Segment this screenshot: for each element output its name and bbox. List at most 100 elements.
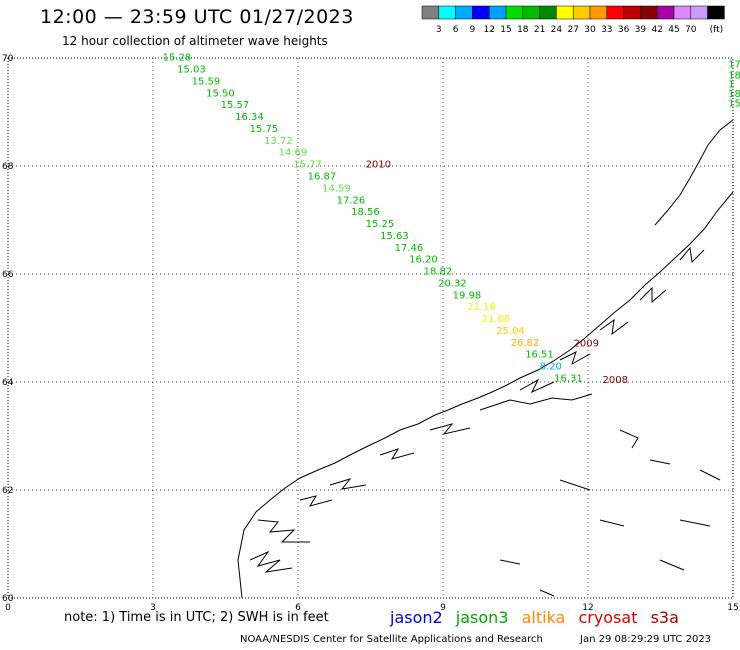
colorbar-tick: 12: [483, 25, 494, 35]
latitude-label: 68: [2, 162, 14, 172]
wave-height-label: 16.34: [235, 112, 264, 123]
color-swatch: [640, 5, 658, 20]
wave-height-label: 18.56: [351, 207, 380, 218]
colorbar-tick: 24: [551, 25, 563, 35]
wave-height-label: 15: [728, 99, 740, 110]
colorbar-tick: 3: [436, 25, 442, 35]
wave-height-label: 15.57: [221, 100, 250, 111]
wave-height-label: 17.0: [728, 60, 740, 71]
wave-height-label: 25.04: [496, 326, 525, 337]
color-swatch: [522, 5, 540, 20]
coastline: [237, 119, 734, 599]
axis-labels: 70 68 66 64 62 600 3 6 9 12 15: [2, 54, 739, 613]
colorbar-tick: 18: [517, 25, 529, 35]
plot-frame: [7, 57, 734, 599]
colorbar-unit: (ft): [710, 25, 724, 35]
longitude-label: 6: [295, 603, 301, 613]
longitude-label: 3: [150, 603, 156, 613]
latitude-label: 70: [2, 54, 14, 64]
color-swatch: [455, 5, 473, 20]
graticule: [8, 58, 733, 598]
colorbar-tick: 45: [668, 25, 679, 35]
color-swatch: [505, 5, 524, 20]
color-swatch: [673, 5, 692, 20]
color-swatch: [606, 5, 624, 20]
wave-height-label: 21.16: [467, 302, 496, 313]
legend-jason3: jason3: [455, 608, 509, 627]
colorbar-tick: 21: [534, 25, 545, 35]
colorbar-tick: 70: [685, 25, 697, 35]
wave-height-label: 18: [728, 89, 740, 100]
wave-height-label: 18.: [728, 71, 740, 82]
wave-height-label: 13.72: [264, 136, 293, 147]
color-swatch: [539, 5, 557, 20]
colorbar-tick: 33: [601, 25, 612, 35]
colorbar-tick: 36: [618, 25, 630, 35]
color-swatch: [488, 5, 507, 20]
color-swatch: [472, 5, 490, 20]
time-label: 2008: [603, 375, 628, 386]
color-swatch: [438, 5, 456, 20]
wave-height-label: 15.03: [177, 65, 206, 76]
map-title: 12:00 — 23:59 UTC 01/27/2023: [40, 6, 354, 28]
wave-height-label: 15.63: [380, 231, 409, 242]
color-swatch: [690, 5, 708, 20]
colorbar-tick: 6: [453, 25, 459, 35]
wave-height-label: 15.50: [206, 88, 235, 99]
longitude-label: 12: [582, 603, 593, 613]
altimeter-track: 15.2815.0315.5915.5015.5716.3415.7513.72…: [163, 53, 583, 385]
color-swatch: [589, 5, 608, 20]
track-time-labels: 2010 2009 2008: [366, 160, 628, 386]
wave-height-label: 16.20: [409, 255, 438, 266]
wave-height-label: 8.20: [540, 362, 562, 373]
wave-height-label: 15.59: [192, 76, 221, 87]
wave-height-label: 17.46: [395, 243, 424, 254]
footnote: note: 1) Time is in UTC; 2) SWH is in fe…: [64, 610, 329, 625]
time-label: 2009: [574, 338, 599, 349]
wave-height-label: 14.59: [322, 183, 351, 194]
legend-s3a: s3a: [650, 608, 679, 627]
wave-height-label: 16.51: [525, 350, 554, 361]
credit-line: NOAA/NESDIS Center for Satellite Applica…: [240, 634, 543, 645]
wave-height-label: 18.82: [424, 267, 453, 278]
colorbar-tick: 9: [470, 25, 476, 35]
wave-height-label: 16.31: [554, 373, 583, 384]
legend-cryosat: cryosat: [578, 608, 638, 627]
colorbar-tick: 42: [651, 25, 662, 35]
wave-height-label: 15.75: [250, 124, 279, 135]
wave-height-label: 15.77: [293, 160, 322, 171]
color-legend: 3 6 9 12 15 18 21 24 27 30 33 36 39 42 45 70 (ft): [421, 5, 725, 35]
wave-height-label: 1: [728, 80, 734, 91]
wave-height-label: 19.98: [453, 290, 482, 301]
wave-height-label: 17.26: [337, 195, 366, 206]
wave-height-label: 26.82: [511, 338, 540, 349]
wave-height-label: 15.25: [366, 219, 395, 230]
legend-jason2: jason2: [390, 608, 443, 627]
wave-height-label: 16.87: [308, 172, 337, 183]
wave-height-label: 14.69: [279, 148, 308, 159]
wave-height-label: 21.66: [482, 314, 511, 325]
color-swatch: [421, 5, 440, 20]
color-swatch: [623, 5, 641, 20]
legend-altika: altika: [521, 608, 566, 627]
color-swatch: [656, 5, 675, 20]
time-label: 2010: [366, 160, 391, 171]
longitude-label: 9: [440, 603, 446, 613]
satellite-legend: jason2 jason3 altika cryosat s3a: [390, 608, 687, 627]
color-swatch: [572, 5, 591, 20]
latitude-label: 64: [2, 378, 14, 388]
colorbar-tick: 39: [635, 25, 647, 35]
colorbar-tick: 30: [584, 25, 596, 35]
colorbar-tick: 27: [567, 25, 578, 35]
latitude-label: 60: [2, 594, 14, 604]
color-swatch: [707, 5, 725, 20]
colorbar-tick: 15: [500, 25, 511, 35]
latitude-label: 62: [2, 486, 13, 496]
map-subtitle: 12 hour collection of altimeter wave hei…: [62, 34, 328, 48]
latitude-label: 66: [2, 270, 14, 280]
generation-timestamp: Jan 29 08:29:29 UTC 2023: [580, 634, 712, 645]
wave-height-label: 20.32: [438, 278, 467, 289]
longitude-label: 0: [5, 603, 11, 613]
wave-height-label: 15.28: [163, 53, 192, 64]
